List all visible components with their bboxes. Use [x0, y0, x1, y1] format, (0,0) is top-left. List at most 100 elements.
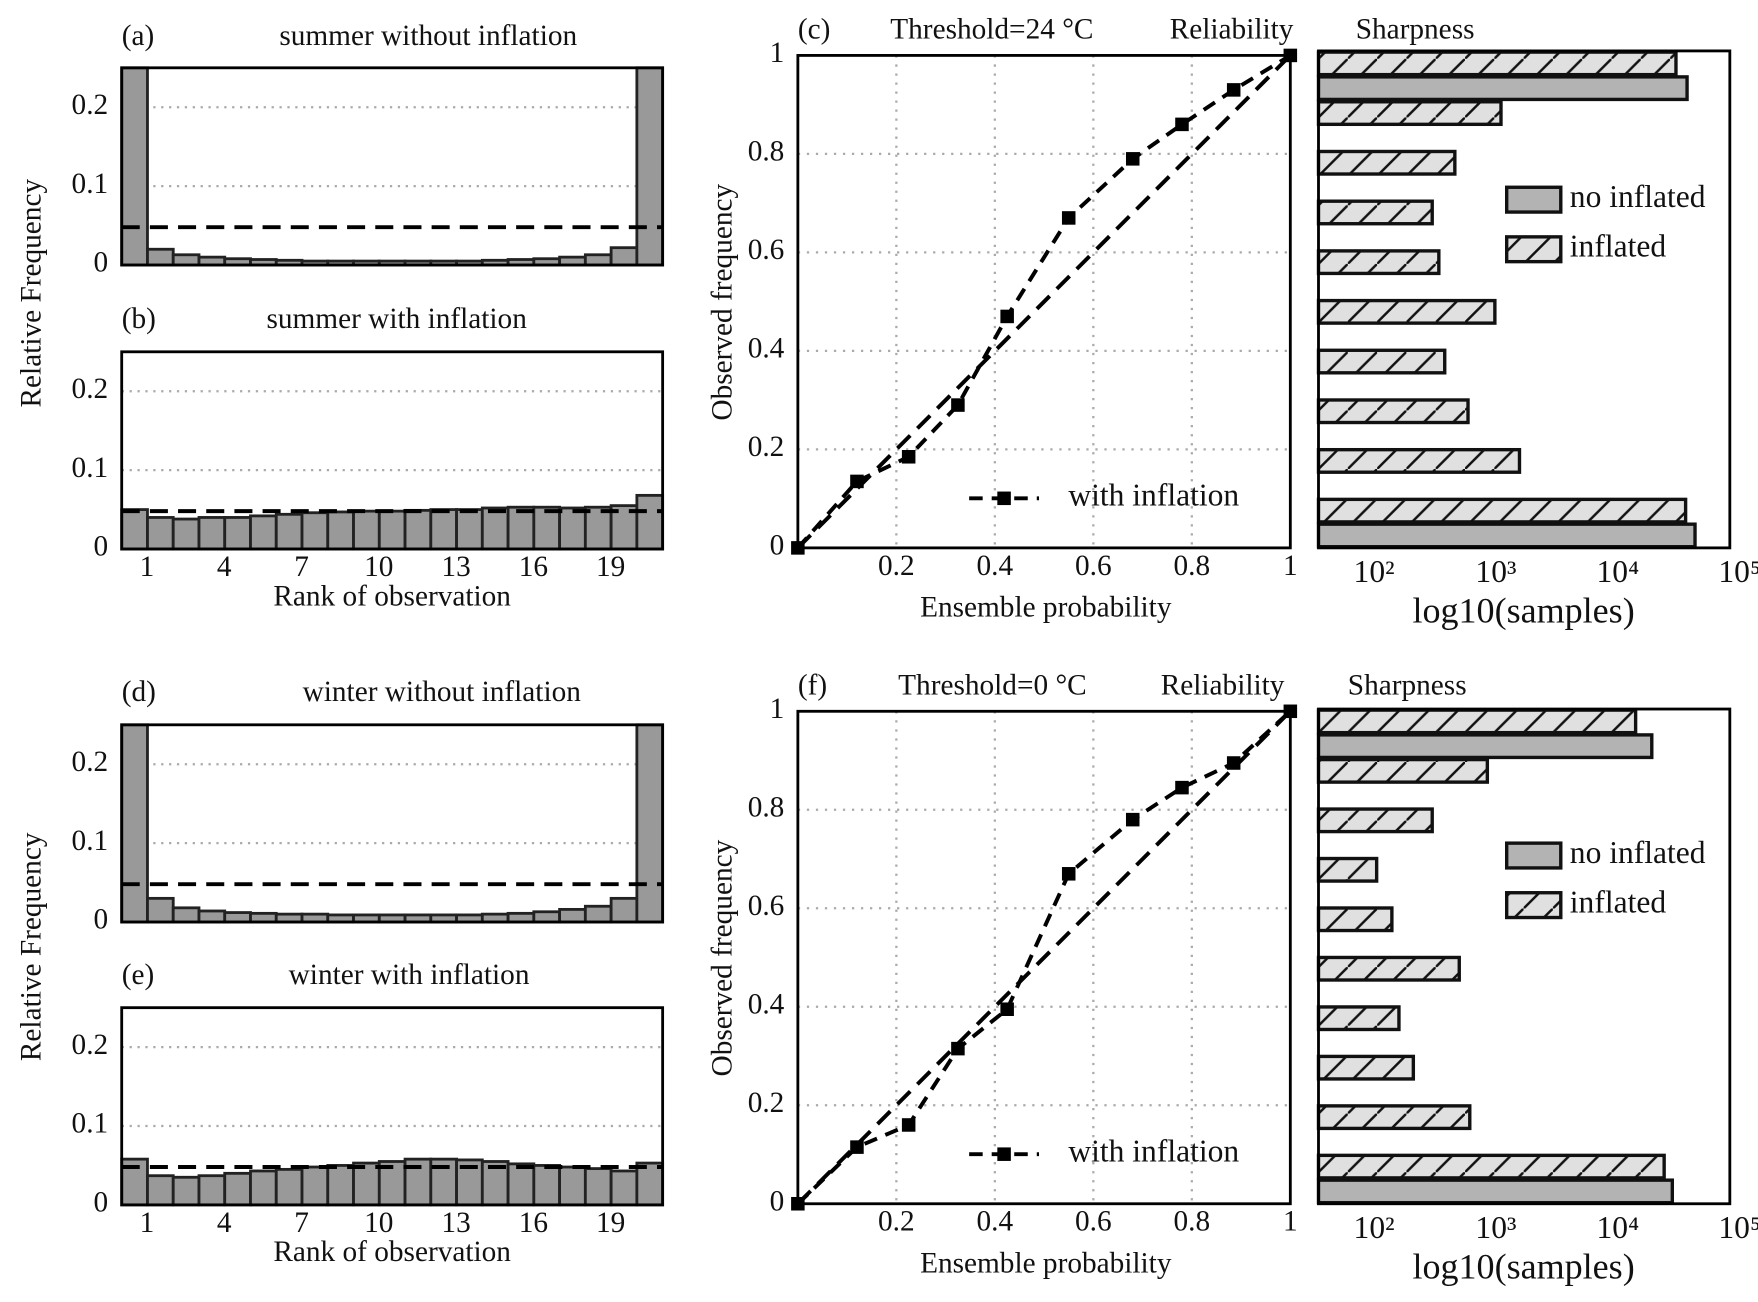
y-tick-label: 0.8: [748, 136, 785, 168]
bar: [223, 1171, 252, 1207]
bar: [1316, 1178, 1675, 1205]
x-tick-label: 10³: [1475, 554, 1516, 589]
plot-frame: [120, 66, 665, 267]
marker: [1226, 756, 1241, 770]
bar: [171, 253, 201, 267]
plot-frame: [1317, 707, 1732, 1206]
bar: [120, 723, 149, 924]
bar: [352, 1161, 381, 1207]
bar: [1316, 249, 1441, 276]
panel-label: (c): [798, 13, 831, 45]
x-tick-label: 10⁴: [1597, 1210, 1640, 1245]
bar: [171, 517, 201, 551]
marker: [901, 1118, 916, 1132]
bar: [1316, 447, 1522, 474]
bar: [429, 508, 458, 551]
bar: [120, 66, 149, 267]
x-tick-label: 10: [364, 1207, 393, 1239]
marker: [901, 450, 916, 464]
marker: [951, 398, 965, 412]
y-axis-label: Observed frequency: [706, 839, 738, 1076]
legend-marker: [997, 1147, 1011, 1161]
x-tick-label: 13: [441, 551, 470, 583]
bar: [609, 1169, 639, 1207]
bar: [1316, 856, 1379, 883]
chart-title: summer with inflation: [266, 303, 527, 335]
x-tick-label: 13: [441, 1207, 470, 1239]
bar: [1316, 906, 1394, 933]
legend-swatch: [1505, 185, 1563, 214]
chart-title: Sharpness: [1356, 13, 1475, 45]
bar: [532, 1164, 562, 1207]
y-tick-label: 0.2: [748, 431, 785, 463]
legend-label: no inflated: [1570, 179, 1706, 214]
legend-label: inflated: [1570, 228, 1667, 263]
y-tick-label: 0: [94, 1187, 109, 1219]
y-axis-label: Relative Frequency: [16, 179, 48, 408]
y-tick-label: 0: [770, 1185, 785, 1217]
x-axis-label: Ensemble probability: [920, 1247, 1172, 1279]
x-tick-label: 10³: [1475, 1210, 1516, 1245]
y-tick-label: 0.4: [748, 333, 785, 365]
y-tick-label: 1: [770, 693, 785, 725]
x-axis-label: Rank of observation: [273, 580, 511, 612]
bar: [197, 1174, 227, 1207]
y-tick-label: 0: [94, 904, 109, 936]
subtitle: Threshold=24 °C: [890, 13, 1093, 45]
x-tick-label: 10²: [1354, 1210, 1395, 1245]
panel-label: (e): [122, 959, 155, 991]
y-tick-label: 0.6: [748, 890, 785, 922]
plot-frame: [796, 709, 1292, 1206]
legend-label: with inflation: [1068, 478, 1239, 513]
marker: [1125, 152, 1140, 166]
plot-frame: [120, 723, 665, 924]
legend-marker: [997, 491, 1011, 506]
bar: [403, 508, 433, 551]
marker: [1226, 83, 1241, 97]
marker: [1000, 1002, 1014, 1016]
bar: [1316, 348, 1447, 375]
subtitle: Threshold=0 °C: [898, 669, 1087, 701]
bar: [609, 246, 639, 267]
legend-swatch: [1505, 841, 1563, 870]
x-tick-label: 10: [364, 551, 393, 583]
legend-label: no inflated: [1570, 835, 1706, 870]
x-tick-label: 0.8: [1174, 1206, 1211, 1238]
y-tick-label: 0.1: [72, 825, 109, 857]
x-tick-label: 7: [294, 1207, 309, 1239]
x-tick-label: 0.4: [977, 550, 1014, 582]
diagonal: [796, 54, 1292, 550]
legend-label: inflated: [1570, 884, 1667, 919]
bar: [1316, 708, 1638, 735]
bar: [480, 506, 510, 551]
bar: [1316, 1153, 1666, 1180]
chart-title: Sharpness: [1348, 669, 1467, 701]
x-tick-label: 4: [217, 1207, 232, 1239]
x-tick-label: 7: [294, 551, 309, 583]
legend-swatch: [1505, 235, 1563, 264]
marker: [1175, 117, 1189, 132]
bar: [506, 1162, 536, 1207]
bar: [1316, 75, 1689, 102]
x-tick-label: 10⁴: [1597, 554, 1640, 589]
x-tick-label: 0.6: [1075, 1206, 1112, 1238]
bar: [532, 910, 562, 924]
bar: [635, 66, 665, 267]
x-tick-label: 1: [1283, 550, 1298, 582]
marker: [951, 1041, 965, 1056]
plot-frame: [120, 1006, 665, 1207]
bar: [1316, 199, 1434, 226]
bar: [274, 512, 304, 551]
bar: [146, 516, 175, 551]
y-tick-label: 0.1: [72, 452, 109, 484]
y-tick-label: 0: [94, 531, 109, 563]
bar: [1316, 1104, 1472, 1131]
bar: [1316, 1054, 1416, 1081]
bar: [1316, 807, 1434, 834]
x-tick-label: 0.6: [1075, 550, 1112, 582]
y-tick-label: 0.2: [72, 1029, 109, 1061]
marker: [850, 1140, 864, 1154]
x-tick-label: 0.8: [1174, 550, 1211, 582]
bar: [583, 1167, 613, 1207]
bar: [1316, 50, 1678, 77]
